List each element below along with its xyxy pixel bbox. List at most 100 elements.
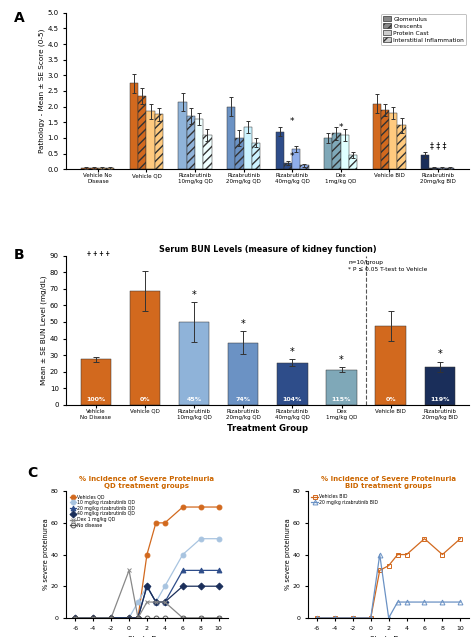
Y-axis label: Mean ± SE BUN Level (mg/dL): Mean ± SE BUN Level (mg/dL) [40, 275, 47, 385]
No disease [180, 614, 186, 622]
20 mg/kg rizabrutinib BID [350, 614, 356, 622]
Bar [82, 168, 90, 169]
Vehicles BID [386, 562, 392, 569]
20 mg/kg rizabrutinib BID [377, 551, 383, 559]
Bar [324, 138, 332, 169]
Text: 104%: 104% [283, 397, 302, 402]
20 mg/kg rizabrutinib BID [386, 614, 392, 622]
Line: 20 mg/kg rizabrutinib QD: 20 mg/kg rizabrutinib QD [73, 568, 221, 620]
10 mg/kg rizabrutinib QD [73, 614, 78, 622]
No disease [91, 614, 96, 622]
Vehicles QD [144, 551, 150, 559]
Bar [425, 367, 455, 404]
Bar [332, 133, 341, 169]
10 mg/kg rizabrutinib QD [135, 598, 141, 606]
Dex 1 mg/kg QD [216, 614, 221, 622]
20 mg/kg rizabrutinib BID [314, 614, 320, 622]
20 mg/kg rizabrutinib BID [404, 598, 410, 606]
40 mg/kg rizabrutinib QD [216, 582, 221, 590]
No disease [108, 614, 114, 622]
Bar [187, 116, 195, 169]
Vehicles BID [457, 535, 463, 543]
20 mg/kg rizabrutinib QD [108, 614, 114, 622]
20 mg/kg rizabrutinib QD [73, 614, 78, 622]
Text: A: A [14, 11, 25, 25]
Text: 119%: 119% [430, 397, 449, 402]
Text: *: * [290, 347, 295, 357]
Bar [130, 291, 160, 404]
10 mg/kg rizabrutinib QD [126, 614, 132, 622]
Legend: Vehicles QD, 10 mg/kg rizabrutinib QD, 20 mg/kg rizabrutinib QD, 40 mg/kg rizabr: Vehicles QD, 10 mg/kg rizabrutinib QD, 2… [69, 494, 137, 529]
Vehicles QD [162, 519, 168, 527]
Bar [301, 166, 309, 169]
Bar [284, 163, 292, 169]
Dex 1 mg/kg QD [73, 614, 78, 622]
Vehicles BID [332, 614, 338, 622]
Dex 1 mg/kg QD [135, 614, 141, 622]
Bar [203, 135, 211, 169]
Text: ‡ ‡ ‡: ‡ ‡ ‡ [429, 141, 446, 150]
Vehicles BID [377, 566, 383, 574]
20 mg/kg rizabrutinib QD [91, 614, 96, 622]
Vehicles QD [198, 503, 203, 511]
Dex 1 mg/kg QD [91, 614, 96, 622]
Bar [373, 103, 381, 169]
Bar [195, 119, 203, 169]
Dex 1 mg/kg QD [153, 598, 159, 606]
20 mg/kg rizabrutinib BID [368, 614, 374, 622]
Bar [438, 168, 446, 169]
Bar [421, 155, 429, 169]
20 mg/kg rizabrutinib QD [153, 598, 159, 606]
Vehicles QD [126, 614, 132, 622]
10 mg/kg rizabrutinib QD [216, 535, 221, 543]
Text: 0%: 0% [385, 397, 396, 402]
Text: 45%: 45% [187, 397, 201, 402]
Vehicles QD [108, 614, 114, 622]
Text: *: * [338, 123, 343, 132]
Bar [106, 168, 114, 169]
10 mg/kg rizabrutinib QD [153, 598, 159, 606]
Bar [389, 113, 397, 169]
20 mg/kg rizabrutinib BID [439, 598, 445, 606]
Dex 1 mg/kg QD [126, 566, 132, 574]
No disease [216, 614, 221, 622]
Bar [375, 326, 406, 404]
Vehicles QD [153, 519, 159, 527]
20 mg/kg rizabrutinib QD [135, 614, 141, 622]
Text: *: * [290, 152, 294, 161]
10 mg/kg rizabrutinib QD [91, 614, 96, 622]
X-axis label: Study Day: Study Day [128, 636, 166, 637]
Bar [349, 155, 357, 169]
Line: No disease: No disease [73, 615, 221, 620]
Line: 20 mg/kg rizabrutinib BID: 20 mg/kg rizabrutinib BID [315, 552, 463, 620]
Vehicles BID [439, 551, 445, 559]
40 mg/kg rizabrutinib QD [135, 614, 141, 622]
10 mg/kg rizabrutinib QD [180, 551, 186, 559]
20 mg/kg rizabrutinib QD [216, 566, 221, 574]
Bar [138, 96, 146, 169]
Vehicles BID [314, 614, 320, 622]
20 mg/kg rizabrutinib BID [332, 614, 338, 622]
Line: 10 mg/kg rizabrutinib QD: 10 mg/kg rizabrutinib QD [73, 536, 221, 620]
20 mg/kg rizabrutinib QD [180, 566, 186, 574]
Bar [146, 111, 155, 169]
Bar [90, 168, 98, 169]
Text: *: * [241, 318, 246, 329]
Line: 40 mg/kg rizabrutinib QD: 40 mg/kg rizabrutinib QD [73, 583, 221, 620]
Text: B: B [14, 248, 25, 262]
X-axis label: Study Day: Study Day [370, 636, 408, 637]
Bar [446, 168, 454, 169]
Vehicles BID [422, 535, 428, 543]
Dex 1 mg/kg QD [108, 614, 114, 622]
Dex 1 mg/kg QD [180, 614, 186, 622]
Text: *: * [192, 290, 197, 299]
Line: Vehicles QD: Vehicles QD [73, 505, 221, 620]
X-axis label: Treatment Group: Treatment Group [228, 424, 308, 433]
Y-axis label: Pathology - Mean ± SE Score (0-5): Pathology - Mean ± SE Score (0-5) [38, 29, 45, 153]
No disease [162, 614, 168, 622]
Dex 1 mg/kg QD [162, 598, 168, 606]
Bar [98, 168, 106, 169]
Text: *: * [438, 349, 442, 359]
Vehicles QD [91, 614, 96, 622]
40 mg/kg rizabrutinib QD [162, 598, 168, 606]
